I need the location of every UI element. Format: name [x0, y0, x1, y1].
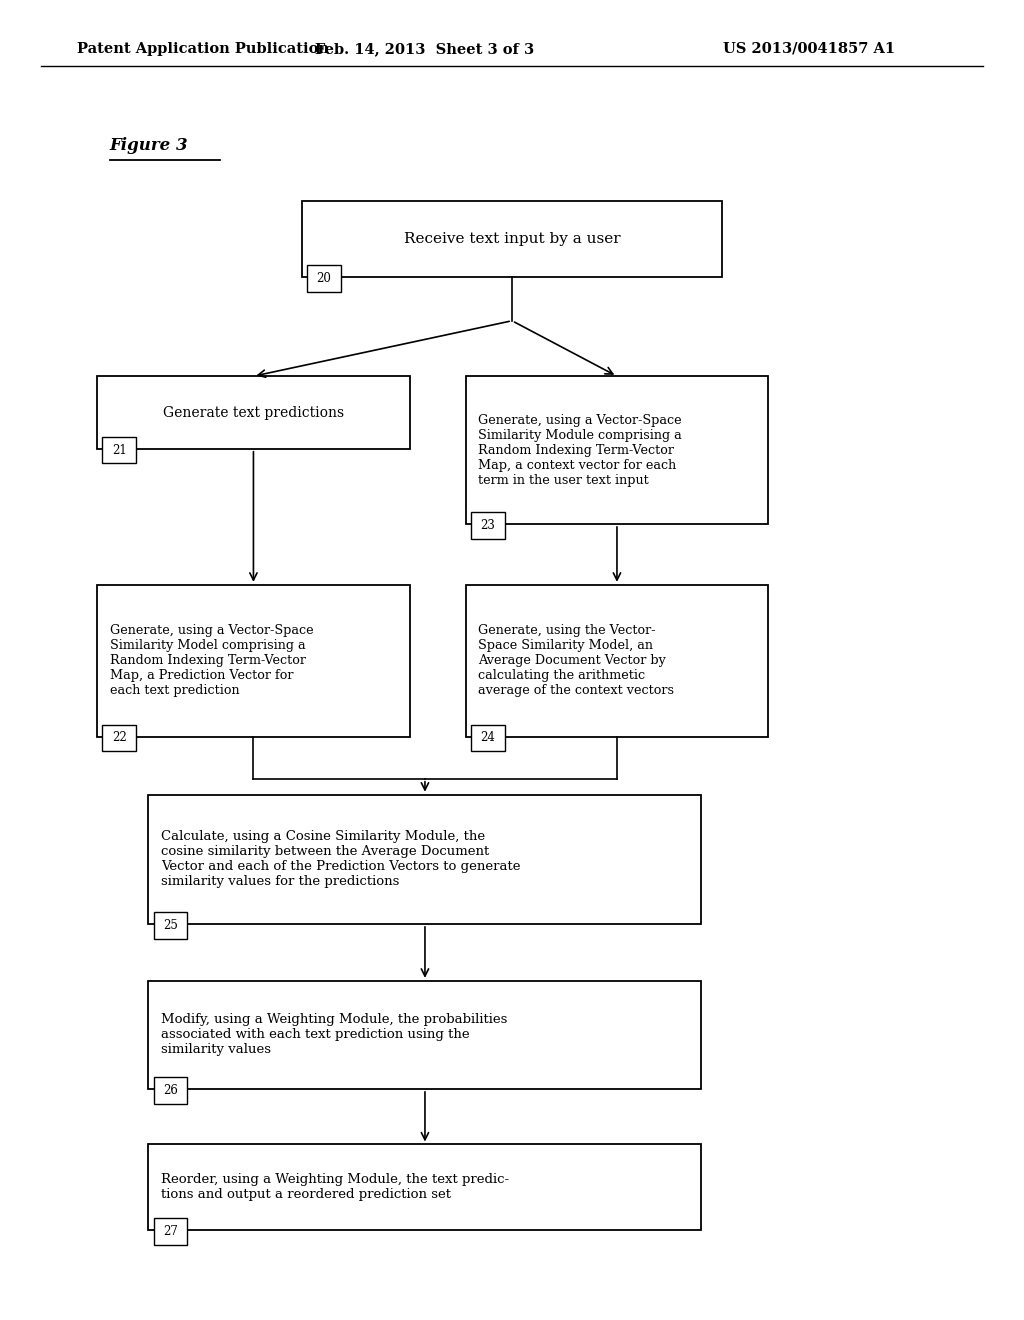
Text: 25: 25 [163, 919, 178, 932]
Text: 23: 23 [480, 519, 496, 532]
Bar [466, 585, 768, 737]
Text: US 2013/0041857 A1: US 2013/0041857 A1 [723, 42, 895, 55]
Bar [302, 201, 722, 277]
Text: Generate, using a Vector-Space
Similarity Module comprising a
Random Indexing Te: Generate, using a Vector-Space Similarit… [478, 413, 682, 487]
Text: Reorder, using a Weighting Module, the text predic-
tions and output a reordered: Reorder, using a Weighting Module, the t… [161, 1173, 509, 1201]
Bar [307, 265, 341, 292]
Bar [148, 1144, 701, 1230]
Text: Receive text input by a user: Receive text input by a user [403, 232, 621, 246]
Text: Feb. 14, 2013  Sheet 3 of 3: Feb. 14, 2013 Sheet 3 of 3 [315, 42, 535, 55]
Text: 22: 22 [112, 731, 127, 744]
Text: 26: 26 [163, 1084, 178, 1097]
Text: Generate, using the Vector-
Space Similarity Model, an
Average Document Vector b: Generate, using the Vector- Space Simila… [478, 624, 674, 697]
Text: Figure 3: Figure 3 [110, 137, 188, 153]
Text: 21: 21 [112, 444, 127, 457]
Text: Generate, using a Vector-Space
Similarity Model comprising a
Random Indexing Ter: Generate, using a Vector-Space Similarit… [110, 624, 313, 697]
Text: Modify, using a Weighting Module, the probabilities
associated with each text pr: Modify, using a Weighting Module, the pr… [161, 1014, 507, 1056]
Bar [102, 725, 136, 751]
Bar [97, 376, 410, 449]
Bar [154, 1218, 187, 1245]
Bar [148, 981, 701, 1089]
Text: Generate text predictions: Generate text predictions [163, 405, 344, 420]
Bar [466, 376, 768, 524]
Bar [471, 725, 505, 751]
Text: Patent Application Publication: Patent Application Publication [77, 42, 329, 55]
Bar [102, 437, 136, 463]
Text: 20: 20 [316, 272, 332, 285]
Bar [154, 1077, 187, 1104]
Bar [97, 585, 410, 737]
Bar [154, 912, 187, 939]
Bar [471, 512, 505, 539]
Bar [148, 795, 701, 924]
Text: Calculate, using a Cosine Similarity Module, the
cosine similarity between the A: Calculate, using a Cosine Similarity Mod… [161, 830, 520, 888]
Text: 27: 27 [163, 1225, 178, 1238]
Text: 24: 24 [480, 731, 496, 744]
